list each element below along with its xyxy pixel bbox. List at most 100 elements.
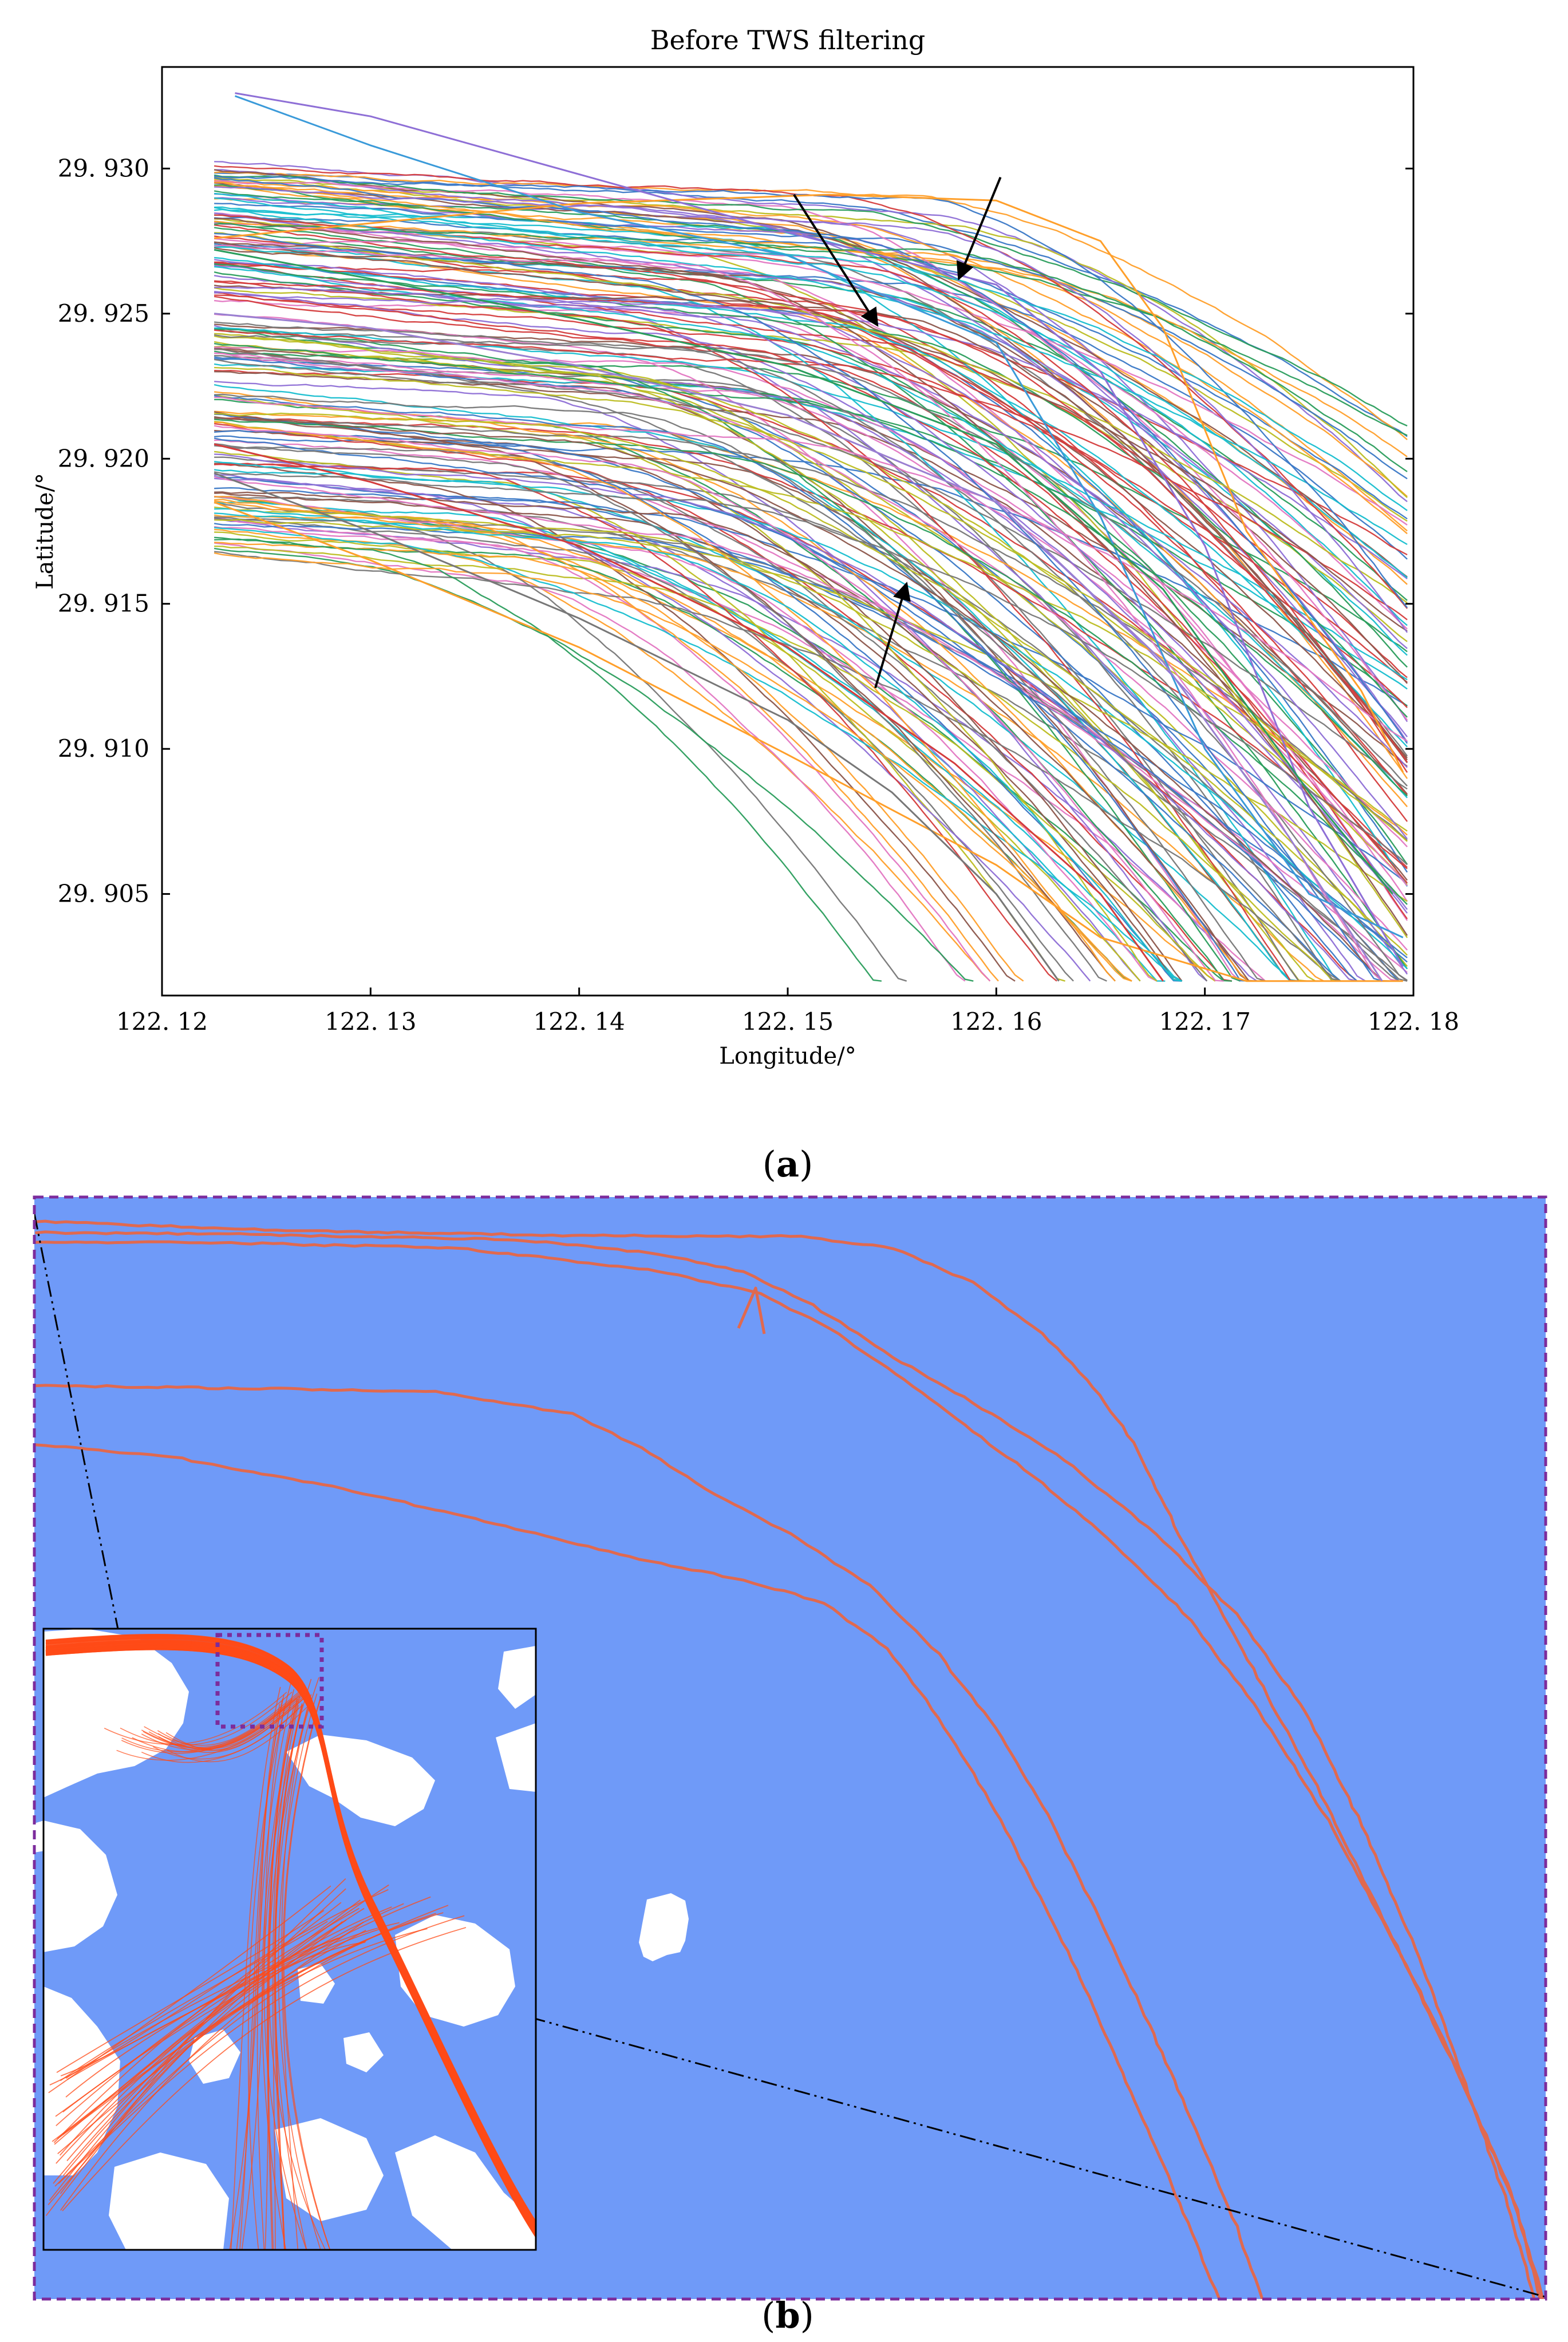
trajectory-line — [214, 443, 1164, 982]
inset-track — [141, 1693, 299, 1748]
y-axis-label: Latitude/° — [32, 473, 58, 590]
y-tick-label: 29. 930 — [58, 154, 149, 182]
trajectory-line — [214, 329, 1408, 621]
trajectory-line — [214, 327, 1300, 982]
trajectory-line — [214, 456, 1408, 982]
trajectory-line — [214, 256, 1408, 748]
inset-land — [395, 2135, 536, 2250]
trajectory-line — [214, 425, 1224, 982]
trajectory-line — [214, 321, 1408, 787]
trajectory-line — [235, 92, 1404, 967]
x-tick-label: 122. 17 — [1159, 1008, 1251, 1036]
trajectory-line — [214, 227, 1408, 970]
inset-track — [58, 1915, 465, 2184]
inset-track — [67, 1941, 365, 2080]
inset-track — [157, 1695, 305, 1751]
trajectory-line — [214, 474, 1141, 982]
inset-track — [230, 1687, 281, 2250]
trajectory-line — [214, 216, 1408, 520]
trajectory-line — [214, 238, 1408, 526]
trajectory-line — [214, 499, 999, 982]
inset-track — [60, 1921, 343, 2194]
panel-label-b: (b) — [761, 2294, 814, 2336]
inset-track — [49, 1889, 389, 2086]
trajectory-line — [214, 203, 1408, 480]
trajectory-line — [214, 334, 1408, 982]
inset-vessel-tracks — [45, 1633, 536, 2250]
inset-track — [66, 1941, 366, 2162]
trajectory-line — [214, 508, 1182, 982]
trajectory-line — [214, 461, 1408, 970]
trajectory-line — [214, 416, 1391, 982]
trajectory-line — [214, 241, 1408, 761]
trajectory-line — [214, 519, 1408, 902]
trajectory-line — [214, 472, 1060, 982]
x-tick-label: 122. 16 — [950, 1008, 1042, 1036]
trajectory-line — [214, 192, 1408, 511]
vessel-track — [34, 1443, 1221, 2299]
trajectory-line — [214, 222, 1408, 601]
y-tick-label: 29. 910 — [58, 734, 149, 763]
trajectory-line — [214, 247, 1408, 759]
inset-map — [42, 1628, 537, 2251]
y-tick-label: 29. 920 — [58, 444, 149, 472]
trajectory-line — [214, 223, 1408, 472]
trajectory-line — [214, 286, 1408, 840]
inset-land — [44, 1629, 189, 1798]
trajectory-line — [214, 358, 1341, 982]
annotation-arrow — [793, 193, 879, 327]
trajectory-line — [214, 357, 1400, 982]
trajectory-line — [214, 471, 1408, 866]
trajectory-line — [214, 342, 1408, 797]
trajectory-line — [214, 280, 1299, 982]
inset-track — [282, 1696, 330, 2250]
inset-track — [247, 1680, 292, 2250]
x-tick-label: 122. 15 — [742, 1008, 834, 1036]
x-tick-label: 122. 12 — [116, 1008, 208, 1036]
trajectory-line — [214, 546, 1216, 982]
trajectory-line — [214, 501, 1403, 982]
trajectory-line — [214, 512, 1166, 982]
trajectory-line — [214, 476, 1399, 982]
trajectory-line — [214, 463, 1057, 982]
trajectory-line — [214, 291, 1408, 910]
trajectory-line — [214, 552, 1132, 982]
inset-track — [167, 1706, 308, 1763]
inset-track — [60, 1921, 364, 2211]
trajectory-line — [214, 393, 1266, 982]
map-b — [33, 1195, 1547, 2301]
trajectory-line — [214, 264, 1408, 768]
inset-track — [60, 1921, 328, 2082]
x-axis: 122. 12 122. 13 122. 14 122. 15 122. 16 122. … — [116, 988, 1459, 1036]
trajectory-line — [214, 263, 1408, 718]
inset-track — [241, 1706, 286, 2250]
trajectory-line — [214, 412, 1408, 956]
inset-track — [48, 1885, 331, 2094]
trajectory-line — [214, 437, 1391, 982]
inset-track — [283, 1697, 331, 2250]
trajectory-line — [214, 345, 1408, 886]
inset-land — [498, 1646, 536, 1709]
inset-track — [165, 1695, 308, 1751]
annotation-arrow — [874, 582, 911, 689]
trajectory-line — [214, 417, 1408, 841]
arrow-annotations — [793, 176, 1002, 689]
inset-track — [267, 1699, 298, 2250]
inset-track — [278, 1693, 321, 2250]
trajectory-line — [214, 299, 1408, 902]
inset-frame — [42, 1628, 537, 2251]
trajectory-line — [214, 453, 1357, 982]
inset-track — [256, 1689, 295, 2250]
inset-zoom-box — [215, 1633, 324, 1729]
trajectory-line — [214, 395, 1249, 982]
inset-track — [266, 1698, 298, 2250]
trajectory-line — [214, 291, 1408, 914]
trajectory-line — [214, 244, 1383, 982]
trajectory-line — [214, 259, 1408, 580]
trajectory-line — [214, 491, 1257, 982]
trajectory-line — [214, 248, 1393, 895]
vessel-track — [737, 1286, 766, 1334]
trajectory-line — [214, 313, 1383, 982]
